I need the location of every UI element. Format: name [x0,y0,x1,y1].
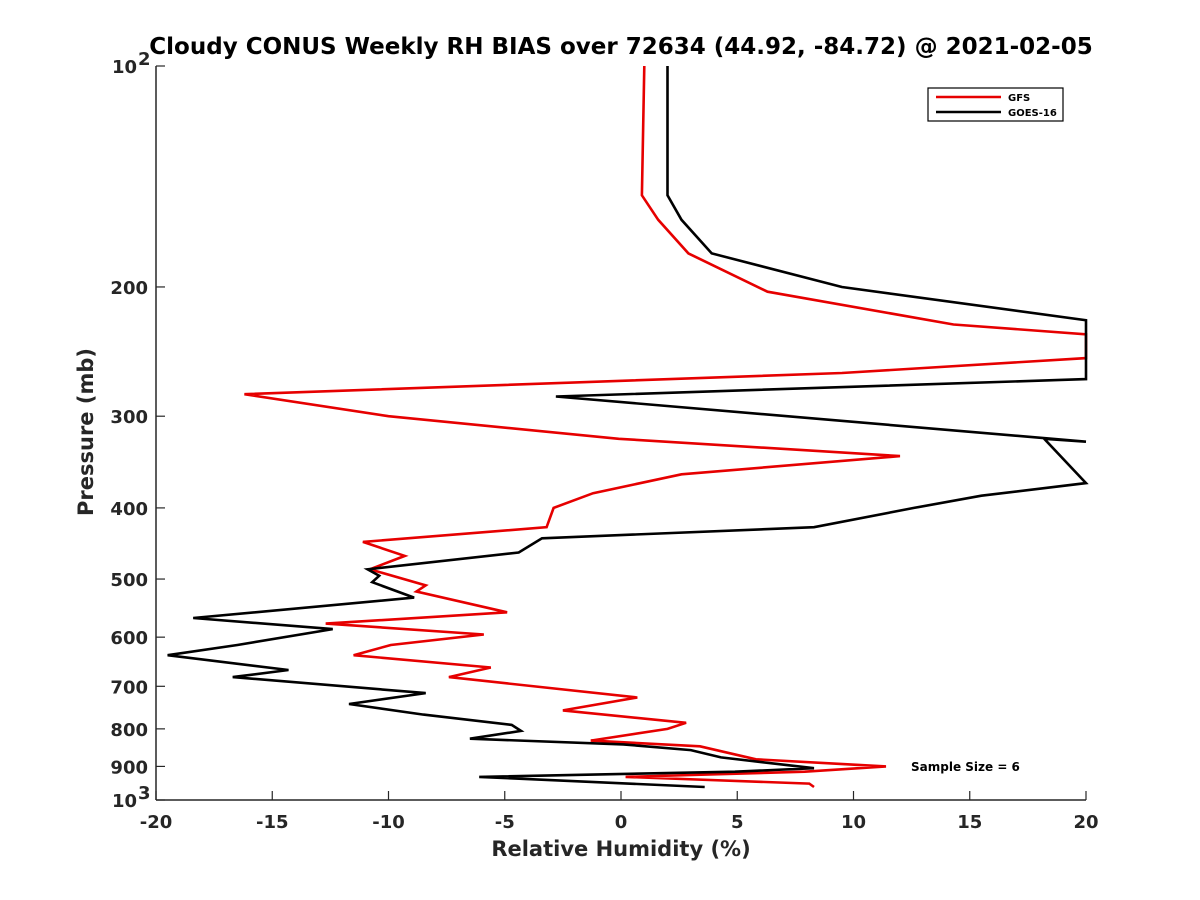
y-tick-exponent: 2 [138,49,151,70]
y-tick-label: 600 [110,628,148,649]
y-tick-label: 10 [112,57,137,78]
y-tick-label: 700 [110,677,148,698]
x-tick-label: 20 [1073,812,1098,833]
legend-box [927,87,1064,122]
x-axis-label: Relative Humidity (%) [491,837,750,861]
y-tick-exponent: 3 [138,783,151,804]
y-tick-label: 500 [110,570,148,591]
x-tick-label: -10 [372,812,405,833]
x-tick-label: -20 [140,812,173,833]
legend-label-1: GOES-16 [1008,108,1057,119]
sample-size-annotation: Sample Size = 6 [911,760,1020,774]
series-line-1 [167,66,1089,789]
y-tick-label: 300 [110,407,148,428]
x-tick-label: 0 [615,812,628,833]
x-tick-label: -15 [256,812,289,833]
x-tick-label: -5 [495,812,515,833]
x-axis-ticks: -20 -15 -10 -5 0 5 10 15 20 [140,791,1099,833]
x-tick-label: 5 [731,812,744,833]
y-tick-label: 900 [110,757,148,778]
legend: GFS GOES-16 [927,87,1064,122]
y-tick-label: 200 [110,278,148,299]
y-tick-label: 400 [110,499,148,520]
legend-label-0: GFS [1008,93,1030,104]
y-axis-label: Pressure (mb) [74,348,98,516]
y-tick-label: 10 [112,791,137,812]
x-tick-label: 15 [957,812,982,833]
chart-title: Cloudy CONUS Weekly RH BIAS over 72634 (… [149,34,1092,60]
series-line-0 [244,65,1088,789]
plot-area [155,65,1089,801]
y-tick-label: 800 [110,720,148,741]
x-tick-label: 10 [841,812,866,833]
